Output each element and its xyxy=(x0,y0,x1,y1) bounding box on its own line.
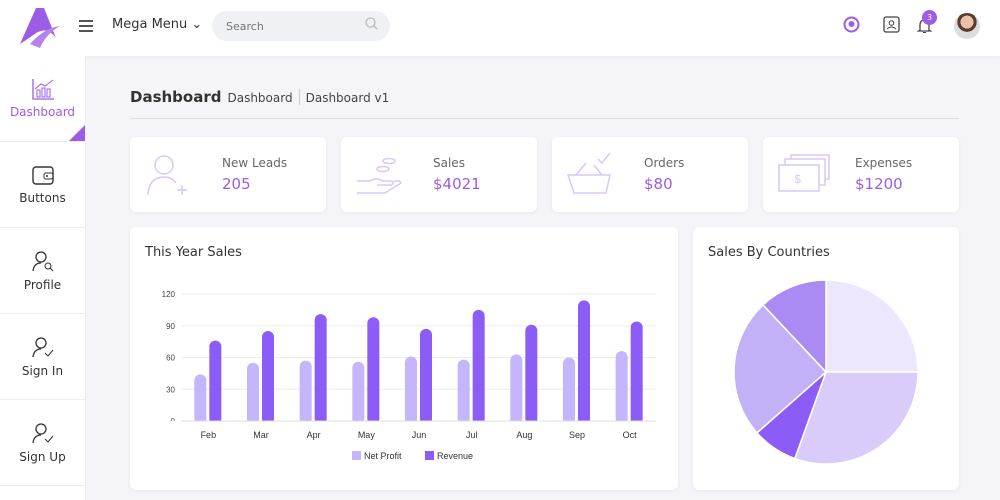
sidebar: Dashboard Buttons Profile Sign In Sign U… xyxy=(0,56,86,500)
sidebar-item-sign-in[interactable]: Sign In xyxy=(0,314,85,400)
basket-icon xyxy=(566,152,611,194)
app-logo[interactable] xyxy=(16,4,60,48)
x-tick-label: Oct xyxy=(623,430,638,440)
user-search-icon xyxy=(31,251,53,272)
breadcrumb-item[interactable]: Dashboard xyxy=(227,91,293,105)
mega-menu-dropdown[interactable]: Mega Menu ⌄ xyxy=(112,17,202,32)
bar-revenue xyxy=(314,314,327,425)
stat-value: $1200 xyxy=(855,175,903,193)
stat-label: New Leads xyxy=(222,156,288,170)
sidebar-item-dashboard[interactable]: Dashboard xyxy=(0,56,85,142)
sales-by-countries-card: Sales By Countries xyxy=(693,227,959,490)
stat-value: 205 xyxy=(222,175,251,193)
sidebar-item-label: Buttons xyxy=(19,191,66,205)
hand-coins-icon xyxy=(357,157,402,194)
bar-net-profit xyxy=(563,357,575,425)
x-tick-label: Mar xyxy=(253,430,269,440)
stat-label: Sales xyxy=(433,156,465,170)
bar-net-profit xyxy=(405,356,417,425)
stat-label: Orders xyxy=(644,156,685,170)
chart-icon xyxy=(31,79,54,100)
x-tick-label: Feb xyxy=(201,430,217,440)
pie-chart xyxy=(733,279,919,465)
pie-slice xyxy=(761,279,827,374)
y-tick-label: 90 xyxy=(166,322,175,331)
stat-label: Expenses xyxy=(855,156,913,170)
user-check-icon xyxy=(31,423,53,444)
x-tick-label: May xyxy=(358,430,376,440)
legend-label: Net Profit xyxy=(364,451,402,461)
stat-card-sales: Sales $4021 xyxy=(341,137,537,212)
chart-title: This Year Sales xyxy=(145,245,242,260)
bar-net-profit xyxy=(247,362,259,425)
page-title: Dashboard xyxy=(130,88,222,106)
notification-badge: 3 xyxy=(922,10,937,25)
menu-toggle-button[interactable] xyxy=(79,19,93,33)
stat-card-expenses: $ Expenses $1200 xyxy=(763,137,959,212)
y-tick-label: 120 xyxy=(162,290,176,299)
wallet-icon xyxy=(31,166,54,185)
user-check-icon xyxy=(31,337,53,358)
bar-revenue xyxy=(472,309,485,425)
legend-swatch xyxy=(425,451,434,460)
contact-card-icon[interactable] xyxy=(883,16,900,33)
bar-revenue xyxy=(262,331,274,425)
top-header: Mega Menu ⌄ 3 xyxy=(0,0,1000,56)
user-avatar[interactable] xyxy=(954,13,980,39)
bar-revenue xyxy=(209,340,222,425)
pie-slice xyxy=(825,279,919,373)
x-tick-label: Jul xyxy=(466,430,478,440)
sidebar-item-sign-up[interactable]: Sign Up xyxy=(0,400,85,486)
x-tick-label: Jun xyxy=(412,430,427,440)
bar-net-profit xyxy=(194,374,207,425)
x-tick-label: Aug xyxy=(516,430,532,440)
github-icon[interactable] xyxy=(843,16,860,33)
stat-value: $80 xyxy=(644,175,673,193)
bar-revenue xyxy=(525,324,538,425)
sidebar-item-label: Profile xyxy=(23,278,62,292)
sidebar-item-label: Sign In xyxy=(21,364,64,378)
user-plus-icon xyxy=(147,155,187,196)
bar-net-profit xyxy=(299,360,312,425)
axis-mask xyxy=(130,421,678,427)
chevron-down-icon: ⌄ xyxy=(191,17,203,32)
pie-slice xyxy=(733,303,828,434)
sidebar-item-buttons[interactable]: Buttons xyxy=(0,142,85,228)
breadcrumb: Dashboard Dashboard Dashboard v1 xyxy=(130,88,389,106)
breadcrumb-item: Dashboard v1 xyxy=(305,91,390,105)
sales-bar-chart-card: This Year Sales 0306090120FebMarAprMayJu… xyxy=(130,227,678,490)
stat-card-new-leads: New Leads 205 xyxy=(130,137,326,212)
sidebar-item-label: Dashboard xyxy=(9,105,76,119)
x-tick-label: Apr xyxy=(307,430,321,440)
x-tick-label: Sep xyxy=(569,430,585,440)
pie-slice xyxy=(793,371,919,465)
divider xyxy=(130,118,959,119)
bar-net-profit xyxy=(457,359,470,425)
bar-revenue xyxy=(420,328,432,425)
breadcrumb-divider xyxy=(298,89,300,105)
bar-net-profit xyxy=(615,351,628,425)
chart-title: Sales By Countries xyxy=(708,245,830,260)
legend-label: Revenue xyxy=(437,451,473,461)
sidebar-item-profile[interactable]: Profile xyxy=(0,228,85,314)
search-input[interactable] xyxy=(212,11,390,41)
stat-value: $4021 xyxy=(433,175,481,193)
svg-text:$: $ xyxy=(794,172,802,186)
sidebar-item-label: Sign Up xyxy=(19,450,66,464)
bar-revenue xyxy=(367,317,380,425)
y-tick-label: 60 xyxy=(166,354,175,363)
bar-net-profit xyxy=(352,361,365,425)
bar-chart: 0306090120FebMarAprMayJunJulAugSepOctNet… xyxy=(130,290,678,461)
bar-net-profit xyxy=(510,354,523,425)
bar-revenue xyxy=(578,300,590,425)
stat-card-orders: Orders $80 xyxy=(552,137,748,212)
legend-swatch xyxy=(352,451,361,460)
money-icon: $ xyxy=(778,154,830,192)
mega-menu-label: Mega Menu xyxy=(112,17,188,32)
bar-revenue xyxy=(630,321,643,425)
y-tick-label: 30 xyxy=(166,385,175,394)
search-icon[interactable] xyxy=(365,17,378,30)
